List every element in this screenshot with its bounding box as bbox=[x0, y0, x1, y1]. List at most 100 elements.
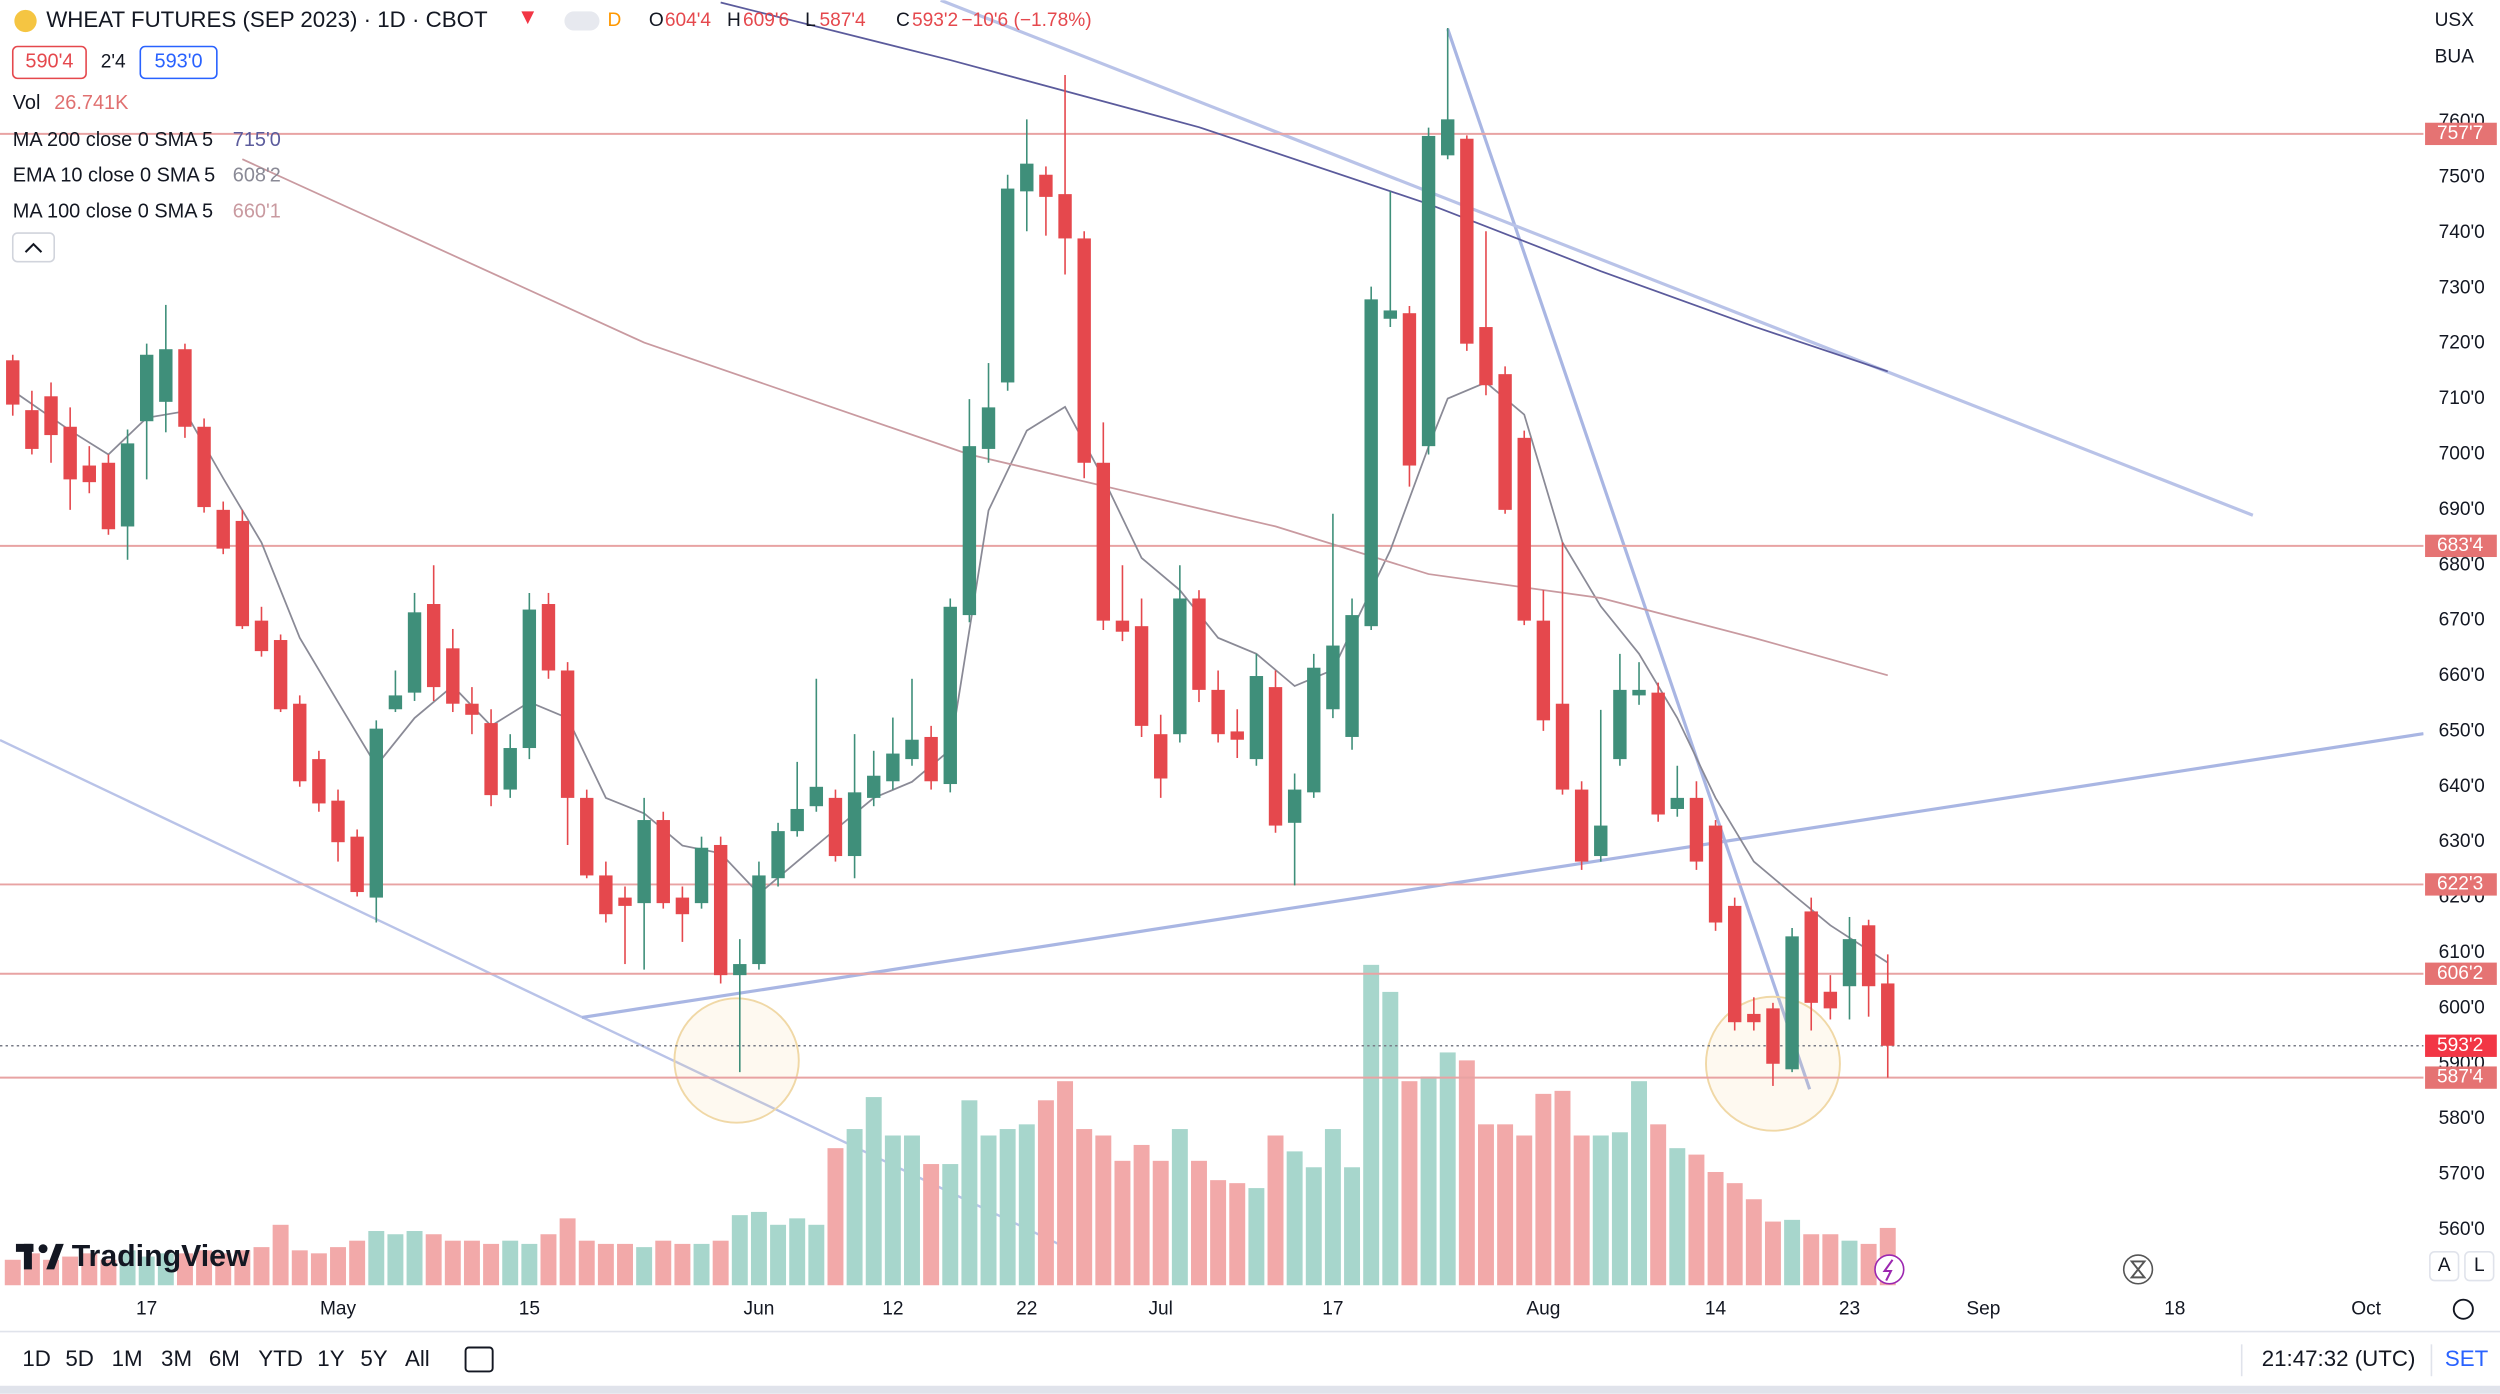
logo-mark bbox=[38, 1244, 48, 1254]
levels-layer bbox=[0, 132, 2424, 1079]
axis-menu[interactable] bbox=[2426, 41, 2497, 74]
settings-icon[interactable] bbox=[2452, 1298, 2474, 1320]
range-button[interactable]: All bbox=[405, 1346, 430, 1371]
ohlc-value: 609'6 bbox=[743, 10, 789, 31]
candle-body bbox=[752, 875, 766, 965]
candle-body bbox=[924, 736, 938, 782]
volume-bar bbox=[1784, 1219, 1801, 1286]
axis-layer: 560'0570'0580'0590'0600'0610'0620'0630'0… bbox=[136, 111, 2497, 1319]
volume-bar bbox=[1210, 1180, 1227, 1286]
volume-bar bbox=[1344, 1167, 1361, 1286]
candle-body bbox=[560, 670, 575, 798]
volume-bar bbox=[1611, 1132, 1628, 1286]
candle-body bbox=[331, 800, 345, 843]
price-level-label: 683'4 bbox=[2437, 535, 2484, 556]
volume-bar bbox=[196, 1250, 213, 1286]
candle-body bbox=[694, 847, 709, 904]
volume-legend-value: 26.741K bbox=[54, 92, 129, 114]
volume-bar bbox=[502, 1240, 519, 1286]
price-level-box bbox=[2425, 122, 2497, 146]
candle-body bbox=[886, 753, 900, 782]
y-tick-label: 670'0 bbox=[2439, 610, 2485, 631]
date-range-icon[interactable] bbox=[464, 1346, 494, 1373]
y-tick-label: 680'0 bbox=[2439, 554, 2485, 575]
volume-bar bbox=[444, 1240, 461, 1286]
volume-bar bbox=[1860, 1243, 1877, 1286]
volume-bar bbox=[770, 1224, 787, 1286]
candle-body bbox=[1058, 194, 1072, 239]
ohlc-value: 587'4 bbox=[820, 10, 867, 31]
price-level-box bbox=[2425, 534, 2497, 558]
candle-body bbox=[981, 407, 996, 449]
candle-body bbox=[503, 748, 517, 790]
range-button[interactable]: 5D bbox=[65, 1346, 94, 1371]
last-price-box bbox=[2425, 1034, 2497, 1057]
candle-body bbox=[1230, 731, 1244, 740]
candle-body bbox=[1000, 188, 1015, 383]
candle-body bbox=[1383, 310, 1398, 319]
range-button[interactable]: 6M bbox=[209, 1346, 240, 1371]
volume-bar bbox=[1764, 1221, 1781, 1286]
symbol-title: WHEAT FUTURES (SEP 2023) · 1D · CBOT bbox=[46, 7, 488, 32]
range-button[interactable]: YTD bbox=[258, 1346, 303, 1371]
volume-bar bbox=[961, 1100, 978, 1286]
volume-bar bbox=[1841, 1240, 1858, 1286]
candle-body bbox=[962, 446, 977, 616]
clock: 21:47:32 (UTC) bbox=[2262, 1346, 2416, 1371]
bid-box[interactable] bbox=[11, 45, 87, 80]
scale-button[interactable] bbox=[2429, 1251, 2460, 1282]
candle-body bbox=[6, 360, 20, 405]
candle-body bbox=[1785, 936, 1799, 1070]
volume-bar bbox=[1822, 1234, 1839, 1286]
candle-body bbox=[159, 349, 173, 402]
volume-bar bbox=[999, 1129, 1016, 1286]
y-tick-label: 560'0 bbox=[2439, 1219, 2485, 1240]
axis-menu-label: BUA bbox=[2435, 47, 2475, 68]
volume-bar bbox=[215, 1253, 232, 1286]
events-icon[interactable] bbox=[1874, 1254, 1905, 1285]
volume-bar bbox=[291, 1250, 308, 1286]
axis-menu[interactable] bbox=[2426, 5, 2497, 37]
trend-line bbox=[581, 732, 2424, 1020]
volume-bar bbox=[789, 1218, 806, 1286]
range-button[interactable]: 1Y bbox=[317, 1346, 344, 1371]
candle-body bbox=[771, 831, 785, 879]
volume-bar bbox=[1688, 1154, 1705, 1286]
volume-bar bbox=[349, 1240, 366, 1286]
volume-bar bbox=[712, 1240, 729, 1286]
range-button[interactable]: 3M bbox=[161, 1346, 192, 1371]
range-button[interactable]: 1D bbox=[22, 1346, 51, 1371]
candle-body bbox=[1441, 119, 1455, 156]
collapse-button[interactable] bbox=[11, 232, 56, 263]
settlement[interactable]: SET bbox=[2445, 1346, 2489, 1371]
candle-body bbox=[1154, 734, 1168, 779]
candle-body bbox=[407, 612, 422, 693]
scale-button[interactable] bbox=[2464, 1251, 2495, 1282]
range-button[interactable]: 1M bbox=[112, 1346, 143, 1371]
candle-body bbox=[1402, 313, 1417, 466]
delay-flag: D bbox=[607, 10, 621, 31]
ask-box[interactable] bbox=[139, 45, 218, 80]
range-button[interactable]: 5Y bbox=[360, 1346, 387, 1371]
volume-bar bbox=[1248, 1188, 1265, 1286]
indicator-legend: MA 100 close 0 SMA 5 bbox=[13, 201, 213, 223]
candle-body bbox=[82, 465, 96, 483]
indicator-line bbox=[12, 381, 1889, 964]
volume-bar bbox=[980, 1135, 997, 1286]
volume-bar bbox=[463, 1240, 480, 1286]
y-tick-label: 700'0 bbox=[2439, 444, 2485, 465]
ask: 593'0 bbox=[155, 51, 203, 73]
timer-glyph bbox=[2129, 1260, 2147, 1279]
volume-bar bbox=[904, 1135, 920, 1286]
x-tick-label: Aug bbox=[1526, 1298, 1560, 1319]
volume-bar bbox=[1707, 1171, 1724, 1286]
toggle[interactable] bbox=[564, 11, 600, 31]
volume-bar bbox=[1305, 1167, 1322, 1286]
volume-legend: Vol bbox=[13, 92, 41, 114]
y-tick-label: 580'0 bbox=[2439, 1108, 2485, 1129]
volume-bar bbox=[540, 1234, 557, 1286]
symbol-icon bbox=[14, 9, 37, 33]
candle-body bbox=[1115, 620, 1130, 632]
last-price-label: 593'2 bbox=[2437, 1035, 2483, 1056]
x-tick-label: 22 bbox=[1016, 1298, 1037, 1319]
